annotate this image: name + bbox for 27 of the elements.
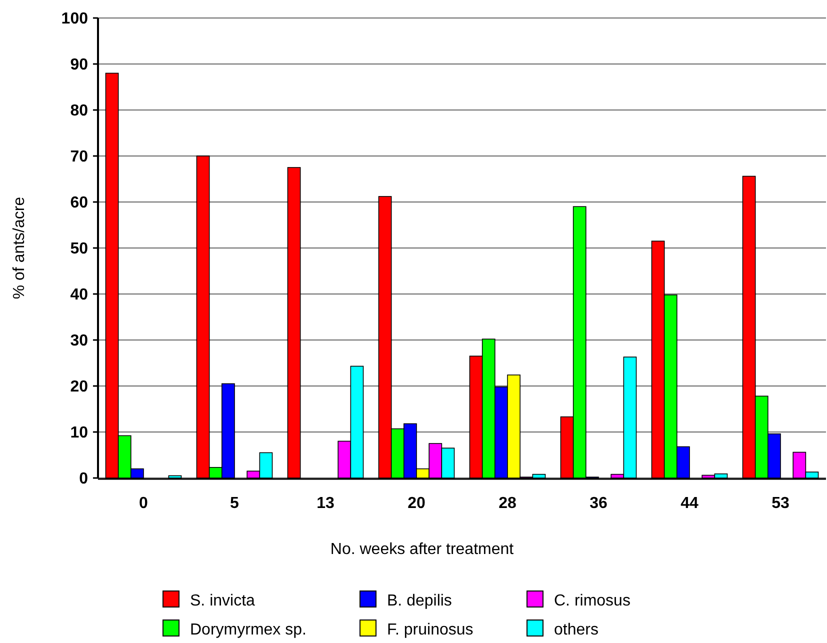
y-tick-label: 60	[70, 194, 88, 212]
legend-label: F. pruinosus	[387, 622, 474, 639]
x-tick-label: 36	[590, 495, 608, 512]
x-axis-title: No. weeks after treatment	[330, 541, 514, 558]
legend-label: others	[554, 622, 598, 639]
y-tick-label: 80	[70, 102, 88, 120]
legend-label: S. invicta	[190, 592, 256, 610]
y-tick-label: 90	[70, 56, 88, 74]
y-tick-label: 100	[61, 10, 88, 28]
y-axis-title: % of ants/acre	[11, 196, 28, 300]
y-tick-label: 50	[70, 240, 88, 258]
y-tick-label: 40	[70, 286, 88, 304]
y-tick-label: 0	[79, 470, 88, 488]
y-tick-label: 30	[70, 332, 88, 350]
legend-label: B. depilis	[387, 592, 452, 610]
legend-label: Dorymyrmex sp.	[190, 622, 306, 639]
y-tick-label: 20	[70, 378, 88, 396]
x-tick-label: 5	[230, 495, 240, 512]
x-tick-label: 13	[316, 495, 334, 512]
x-tick-label: 28	[498, 495, 516, 512]
legend-label: C. rimosus	[554, 592, 630, 610]
x-tick-label: 0	[139, 495, 148, 512]
y-tick-label: 10	[70, 424, 88, 442]
x-tick-label: 44	[680, 495, 698, 512]
x-tick-label: 20	[408, 495, 426, 512]
y-tick-label: 70	[70, 148, 88, 166]
x-tick-label: 53	[772, 495, 790, 512]
